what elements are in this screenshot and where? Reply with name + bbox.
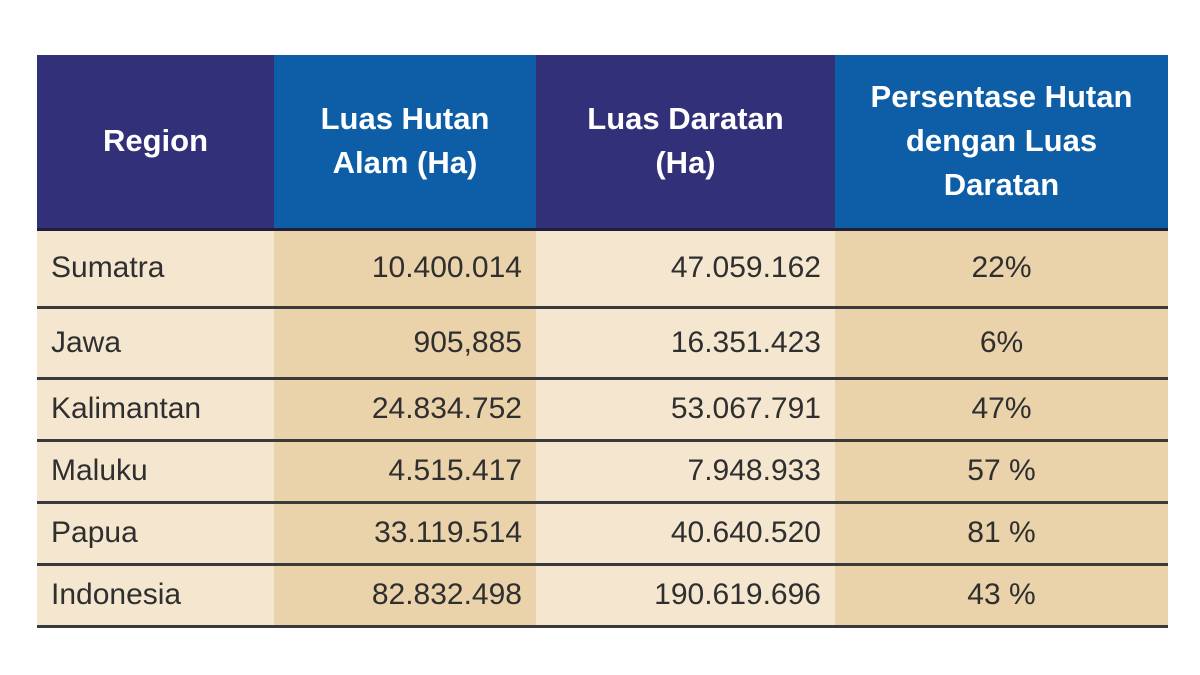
cell-region: Maluku (37, 440, 274, 504)
cell-forest-area: 4.515.417 (274, 440, 536, 504)
cell-region: Papua (37, 502, 274, 566)
cell-forest-percentage: 22% (835, 229, 1168, 309)
header-land-line-1: Luas Daratan (587, 101, 784, 137)
cell-region: Jawa (37, 307, 274, 380)
cell-forest-percentage: 81 % (835, 502, 1168, 566)
cell-forest-area: 10.400.014 (274, 229, 536, 309)
forest-area-table-container: Region Luas Hutan Alam (Ha) Luas Daratan… (37, 55, 1168, 628)
cell-land-area: 190.619.696 (536, 564, 835, 628)
table-row-total: Indonesia 82.832.498 190.619.696 43 % (37, 564, 1168, 628)
table-row: Sumatra 10.400.014 47.059.162 22% (37, 229, 1168, 309)
header-forest-percentage: Persentase Hutan dengan Luas Daratan (835, 55, 1168, 229)
cell-forest-percentage: 57 % (835, 440, 1168, 504)
header-land-line-2: (Ha) (655, 145, 716, 181)
cell-forest-area: 33.119.514 (274, 502, 536, 566)
header-percent-line-3: Daratan (943, 167, 1060, 203)
cell-forest-percentage: 47% (835, 378, 1168, 442)
table-header-row: Region Luas Hutan Alam (Ha) Luas Daratan… (37, 55, 1168, 229)
cell-region: Sumatra (37, 229, 274, 309)
cell-land-area: 16.351.423 (536, 307, 835, 380)
header-percent-line-2: dengan Luas (905, 123, 1098, 159)
cell-region: Indonesia (37, 564, 274, 628)
cell-land-area: 40.640.520 (536, 502, 835, 566)
header-region-label: Region (102, 123, 209, 159)
cell-forest-area: 82.832.498 (274, 564, 536, 628)
cell-forest-percentage: 6% (835, 307, 1168, 380)
cell-land-area: 53.067.791 (536, 378, 835, 442)
table-row: Papua 33.119.514 40.640.520 81 % (37, 502, 1168, 566)
header-percent-line-1: Persentase Hutan (870, 79, 1133, 115)
cell-land-area: 47.059.162 (536, 229, 835, 309)
table-row: Kalimantan 24.834.752 53.067.791 47% (37, 378, 1168, 442)
table-row: Jawa 905,885 16.351.423 6% (37, 307, 1168, 380)
cell-forest-percentage: 43 % (835, 564, 1168, 628)
forest-area-table: Region Luas Hutan Alam (Ha) Luas Daratan… (37, 55, 1168, 628)
cell-land-area: 7.948.933 (536, 440, 835, 504)
header-forest-area: Luas Hutan Alam (Ha) (274, 55, 536, 229)
table-row: Maluku 4.515.417 7.948.933 57 % (37, 440, 1168, 504)
header-region: Region (37, 55, 274, 229)
header-forest-line-1: Luas Hutan (320, 101, 490, 137)
header-land-area: Luas Daratan (Ha) (536, 55, 835, 229)
cell-forest-area: 905,885 (274, 307, 536, 380)
cell-forest-area: 24.834.752 (274, 378, 536, 442)
header-forest-line-2: Alam (Ha) (332, 145, 478, 181)
cell-region: Kalimantan (37, 378, 274, 442)
